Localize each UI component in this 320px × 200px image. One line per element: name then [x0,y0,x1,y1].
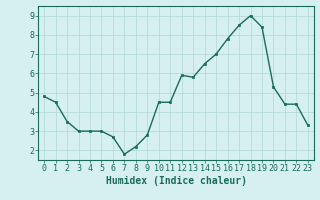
X-axis label: Humidex (Indice chaleur): Humidex (Indice chaleur) [106,176,246,186]
